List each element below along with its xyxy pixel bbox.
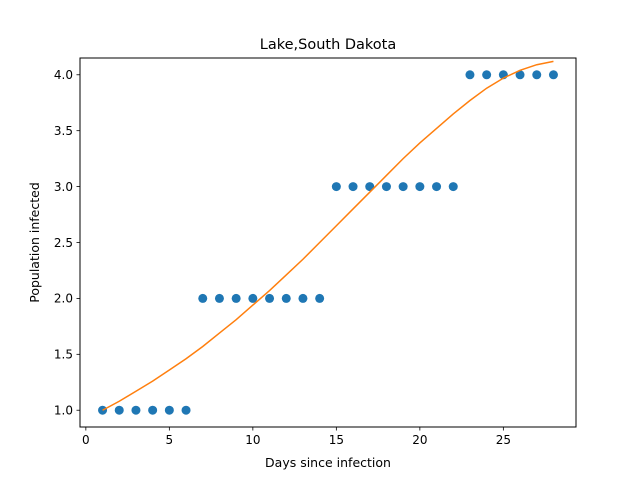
data-point [381, 182, 391, 192]
fit-line [102, 60, 554, 411]
data-point [114, 405, 124, 415]
data-point [448, 182, 458, 192]
y-tick-label: 3.0 [54, 180, 73, 194]
data-point [365, 182, 375, 192]
data-point [281, 293, 291, 303]
data-point [164, 405, 174, 415]
data-point [331, 182, 341, 192]
data-point [398, 182, 408, 192]
y-tick-label: 1.0 [54, 404, 73, 418]
data-point [231, 293, 241, 303]
x-tick-label: 25 [496, 433, 511, 447]
y-tick-label: 2.0 [54, 292, 73, 306]
data-point [131, 405, 141, 415]
y-tick-label: 3.5 [54, 124, 73, 138]
data-point [532, 70, 542, 80]
x-tick-label: 20 [412, 433, 427, 447]
data-point [181, 405, 191, 415]
data-point [465, 70, 475, 80]
data-point [148, 405, 158, 415]
data-point [548, 70, 558, 80]
data-point [298, 293, 308, 303]
data-point [248, 293, 258, 303]
data-point [515, 70, 525, 80]
data-point [415, 182, 425, 192]
data-point [315, 293, 325, 303]
x-tick-label: 5 [166, 433, 174, 447]
x-axis-label: Days since infection [265, 455, 391, 470]
chart-title: Lake,South Dakota [260, 37, 397, 53]
x-tick-label: 0 [82, 433, 90, 447]
data-point [265, 293, 275, 303]
data-point [432, 182, 442, 192]
y-tick-label: 4.0 [54, 68, 73, 82]
y-axis-label: Population infected [27, 182, 42, 303]
data-point [198, 293, 208, 303]
plot-frame [79, 57, 577, 428]
x-tick-label: 10 [245, 433, 260, 447]
y-tick-label: 2.5 [54, 236, 73, 250]
data-point [482, 70, 492, 80]
x-tick-label: 15 [329, 433, 344, 447]
data-point [98, 405, 108, 415]
data-point [348, 182, 358, 192]
y-tick-label: 1.5 [54, 348, 73, 362]
data-point [214, 293, 224, 303]
